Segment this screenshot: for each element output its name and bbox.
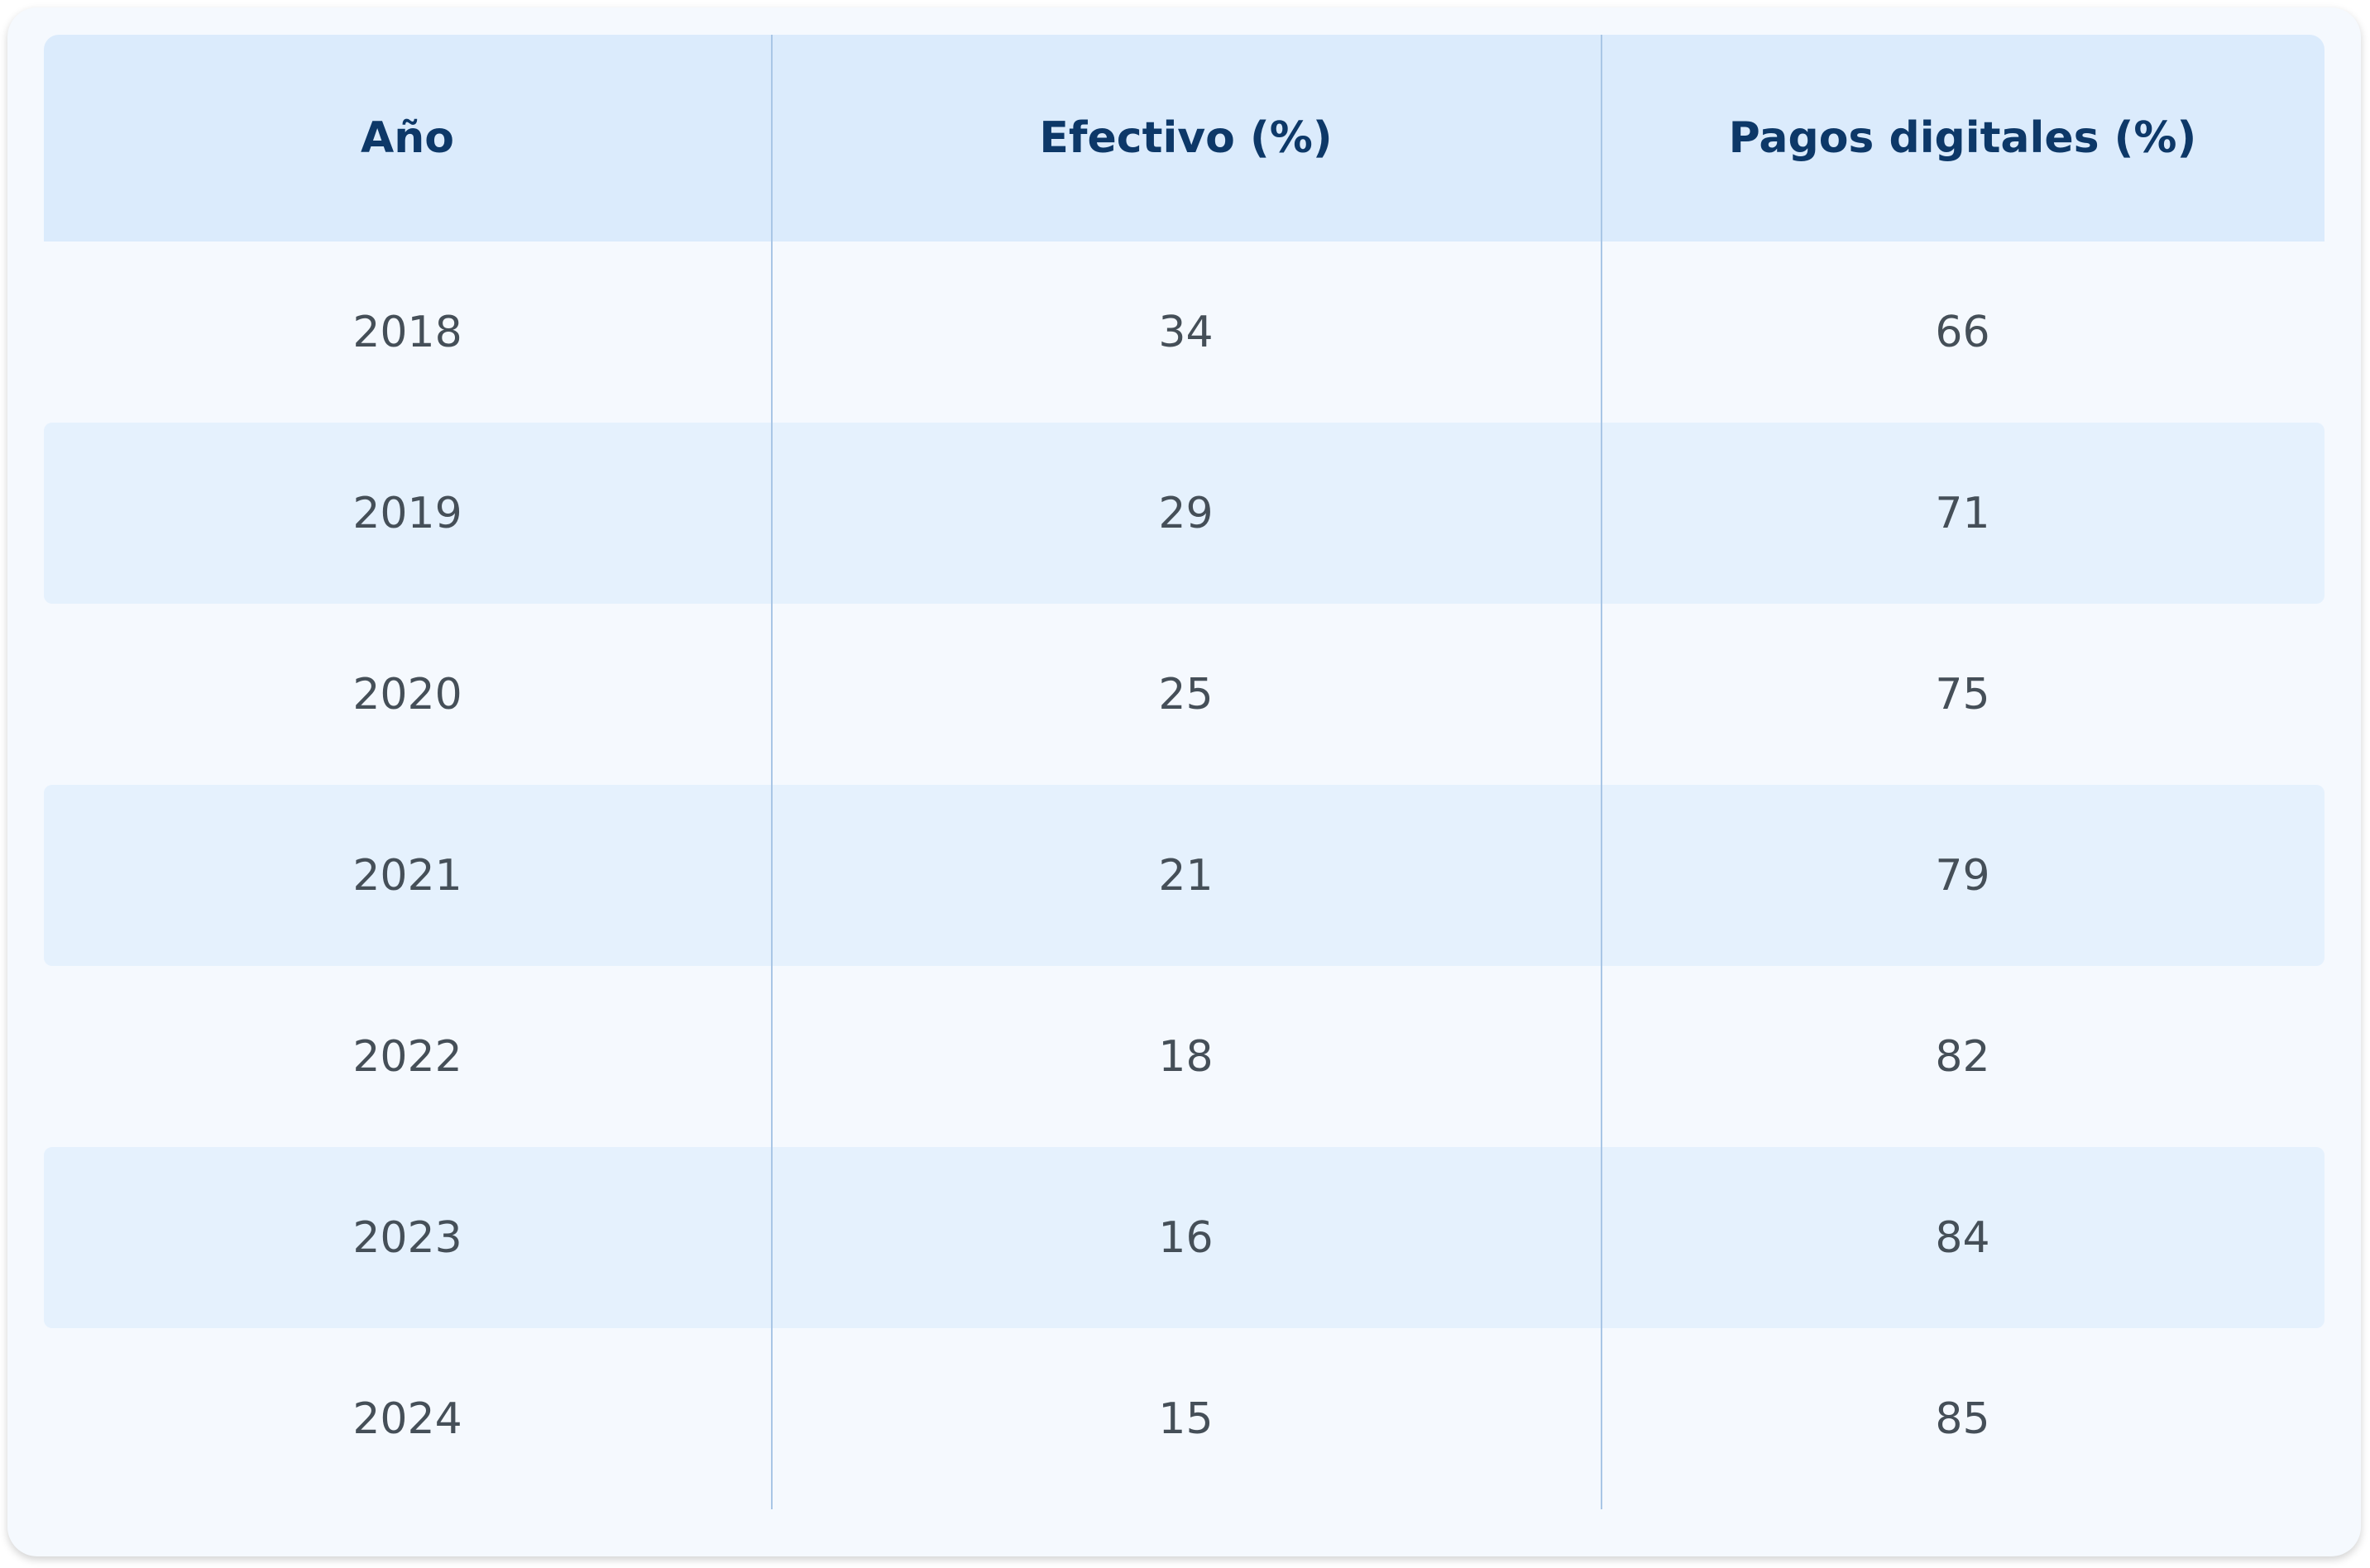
table-cell: 34 — [1158, 307, 1214, 357]
table-row: 2019 29 71 — [44, 423, 2325, 604]
table-cell: 2023 — [352, 1212, 462, 1263]
table-cell: 2022 — [352, 1031, 462, 1082]
table-cell: 25 — [1158, 669, 1214, 719]
table-cell: 21 — [1158, 850, 1214, 901]
table-cell: 75 — [1935, 669, 1990, 719]
table-row: 2018 34 66 — [44, 241, 2325, 423]
table-cell: 29 — [1158, 488, 1214, 538]
table-cell: 16 — [1158, 1212, 1214, 1263]
table-cell: 82 — [1935, 1031, 1990, 1082]
table-card: Año Efectivo (%) Pagos digitales (%) 2018 34… — [7, 7, 2361, 1556]
column-divider — [771, 35, 773, 1509]
header-row: Año Efectivo (%) Pagos digitales (%) — [44, 35, 2325, 241]
table-row: 2023 16 84 — [44, 1147, 2325, 1328]
table-cell: 2024 — [352, 1394, 462, 1444]
table-row: 2022 18 82 — [44, 966, 2325, 1147]
table-row: 2024 15 85 — [44, 1328, 2325, 1509]
table-cell: 18 — [1158, 1031, 1214, 1082]
table-cell: 66 — [1935, 307, 1990, 357]
table-cell: 15 — [1158, 1394, 1214, 1444]
header-cell: Año — [361, 113, 454, 163]
table-cell: 79 — [1935, 850, 1990, 901]
table-cell: 2020 — [352, 669, 462, 719]
header-cell: Efectivo (%) — [1039, 113, 1333, 163]
table-cell: 2021 — [352, 850, 462, 901]
column-divider — [1601, 35, 1602, 1509]
header-cell: Pagos digitales (%) — [1728, 113, 2197, 163]
table-cell: 2019 — [352, 488, 462, 538]
table-cell: 85 — [1935, 1394, 1990, 1444]
table-row: 2021 21 79 — [44, 785, 2325, 966]
table-cell: 2018 — [352, 307, 462, 357]
table-row: 2020 25 75 — [44, 604, 2325, 785]
table-cell: 84 — [1935, 1212, 1990, 1263]
table-cell: 71 — [1935, 488, 1990, 538]
table: Año Efectivo (%) Pagos digitales (%) 2018 34… — [44, 35, 2325, 1509]
